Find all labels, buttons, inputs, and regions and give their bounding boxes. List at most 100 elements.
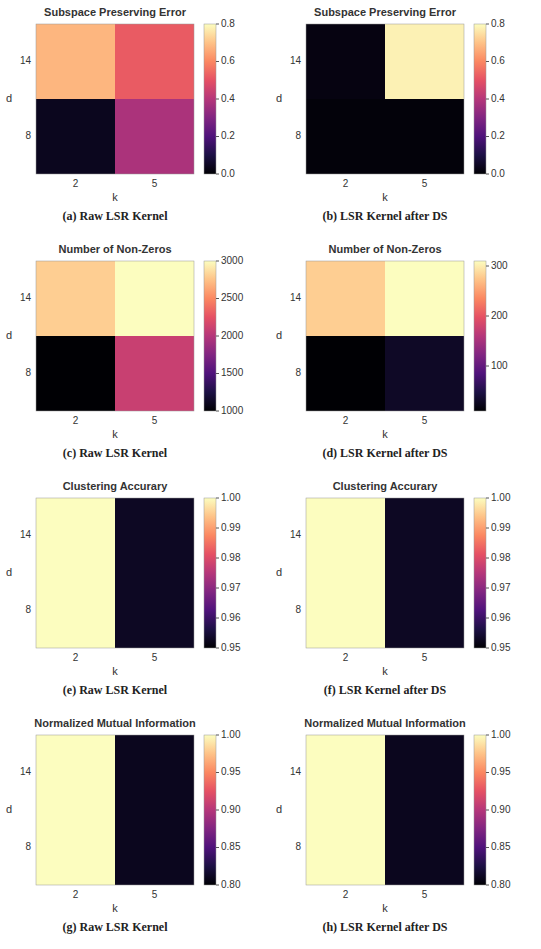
colorbar — [474, 24, 486, 174]
heatmap-cell — [36, 261, 115, 336]
heatmap-cell — [115, 261, 194, 336]
x-axis-label: k — [382, 665, 388, 677]
y-axis-label: d — [6, 803, 12, 815]
title: Normalized Mutual Information — [304, 717, 466, 729]
colorbar-tick — [216, 136, 219, 137]
heatmap-cell — [36, 99, 115, 174]
colorbar-tick — [216, 174, 219, 175]
y-tick-label: 8 — [25, 841, 31, 852]
colorbar-tick — [486, 498, 489, 499]
cells — [36, 498, 194, 648]
x-tick-label: 5 — [422, 178, 428, 189]
y-axis-label: d — [276, 803, 282, 815]
colorbar-tick — [216, 847, 219, 848]
colorbar-tick-label: 100 — [491, 360, 508, 371]
heatmap-cell — [385, 498, 464, 573]
colorbar-tick — [216, 99, 219, 100]
colorbar-tick-label: 1.00 — [221, 492, 241, 503]
colorbar-tick-label: 300 — [491, 260, 508, 271]
title: Normalized Mutual Information — [34, 717, 196, 729]
x-tick-label: 2 — [73, 415, 79, 426]
colorbar-tick-label: 0.96 — [491, 612, 511, 623]
caption: (h) LSR Kernel after DS — [322, 920, 447, 934]
title: Number of Non-Zeros — [328, 243, 441, 255]
heatmap-cell — [115, 498, 194, 573]
heatmap-cell — [385, 336, 464, 411]
colorbar-tick — [216, 885, 219, 886]
cells — [306, 24, 464, 174]
y-tick-label: 8 — [295, 367, 301, 378]
heatmap-cell — [36, 336, 115, 411]
colorbar-tick-label: 0.6 — [491, 55, 505, 66]
colorbar-tick-label: 2000 — [221, 330, 244, 341]
colorbar-tick — [216, 618, 219, 619]
colorbar-tick — [486, 648, 489, 649]
colorbar-tick — [216, 298, 219, 299]
colorbar-tick-label: 0.95 — [491, 766, 511, 777]
colorbar-tick — [216, 772, 219, 773]
heatmap-cell — [115, 336, 194, 411]
y-tick-label: 8 — [25, 130, 31, 141]
y-tick-label: 8 — [25, 367, 31, 378]
heatmap-cell — [115, 810, 194, 885]
colorbar-tick-label: 0.2 — [491, 130, 505, 141]
colorbar-tick-label: 0.80 — [221, 879, 241, 890]
colorbar-tick-label: 0.98 — [221, 552, 241, 563]
caption: (f) LSR Kernel after DS — [324, 683, 447, 697]
x-tick-label: 5 — [152, 889, 158, 900]
colorbar-tick — [216, 61, 219, 62]
colorbar-tick-label: 0.80 — [491, 879, 511, 890]
y-tick-label: 14 — [20, 292, 32, 303]
cells — [36, 24, 194, 174]
colorbar-tick-label: 0.0 — [491, 168, 505, 179]
colorbar — [474, 261, 486, 411]
heatmap-cell — [385, 810, 464, 885]
colorbar-tick-label: 1500 — [221, 367, 244, 378]
x-axis-label: k — [112, 665, 118, 677]
colorbar-tick-label: 1.00 — [491, 492, 511, 503]
plot-frame — [306, 261, 464, 411]
cells — [36, 735, 194, 885]
colorbar-tick-label: 200 — [491, 310, 508, 321]
colorbar-tick — [486, 528, 489, 529]
panel: Number of Non-Zeros25k148d100200300(d) L… — [276, 243, 508, 460]
x-axis-label: k — [382, 191, 388, 203]
plot-frame — [306, 735, 464, 885]
colorbar-tick-label: 0.99 — [491, 522, 511, 533]
colorbar-tick-label: 0.85 — [221, 841, 241, 852]
colorbar — [474, 498, 486, 648]
x-axis-label: k — [112, 428, 118, 440]
y-tick-label: 8 — [295, 130, 301, 141]
y-axis-label: d — [276, 92, 282, 104]
y-tick-label: 14 — [20, 529, 32, 540]
colorbar-tick-label: 0.90 — [221, 804, 241, 815]
x-axis-label: k — [112, 902, 118, 914]
y-axis-label: d — [6, 92, 12, 104]
y-tick-label: 14 — [290, 529, 302, 540]
x-tick-label: 2 — [343, 889, 349, 900]
y-tick-label: 14 — [20, 766, 32, 777]
title: Clustering Accurary — [63, 480, 169, 492]
x-axis-label: k — [382, 428, 388, 440]
plot-frame — [36, 24, 194, 174]
colorbar-tick — [486, 61, 489, 62]
colorbar-tick — [486, 618, 489, 619]
colorbar-tick-label: 0.99 — [221, 522, 241, 533]
colorbar-tick-label: 1000 — [221, 405, 244, 416]
colorbar-tick — [216, 588, 219, 589]
x-tick-label: 5 — [422, 652, 428, 663]
y-tick-label: 14 — [290, 55, 302, 66]
title: Subspace Preserving Error — [314, 6, 457, 18]
y-axis-label: d — [6, 566, 12, 578]
colorbar-tick — [486, 558, 489, 559]
cells — [306, 261, 464, 411]
colorbar-tick-label: 0.6 — [221, 55, 235, 66]
panel: Normalized Mutual Information25k148d0.80… — [276, 717, 511, 934]
colorbar-tick — [216, 373, 219, 374]
y-axis-label: d — [276, 329, 282, 341]
colorbar-tick-label: 0.2 — [221, 130, 235, 141]
colorbar-tick — [216, 498, 219, 499]
heatmap-cell — [306, 735, 385, 810]
y-axis-label: d — [6, 329, 12, 341]
colorbar-tick-label: 0.85 — [491, 841, 511, 852]
